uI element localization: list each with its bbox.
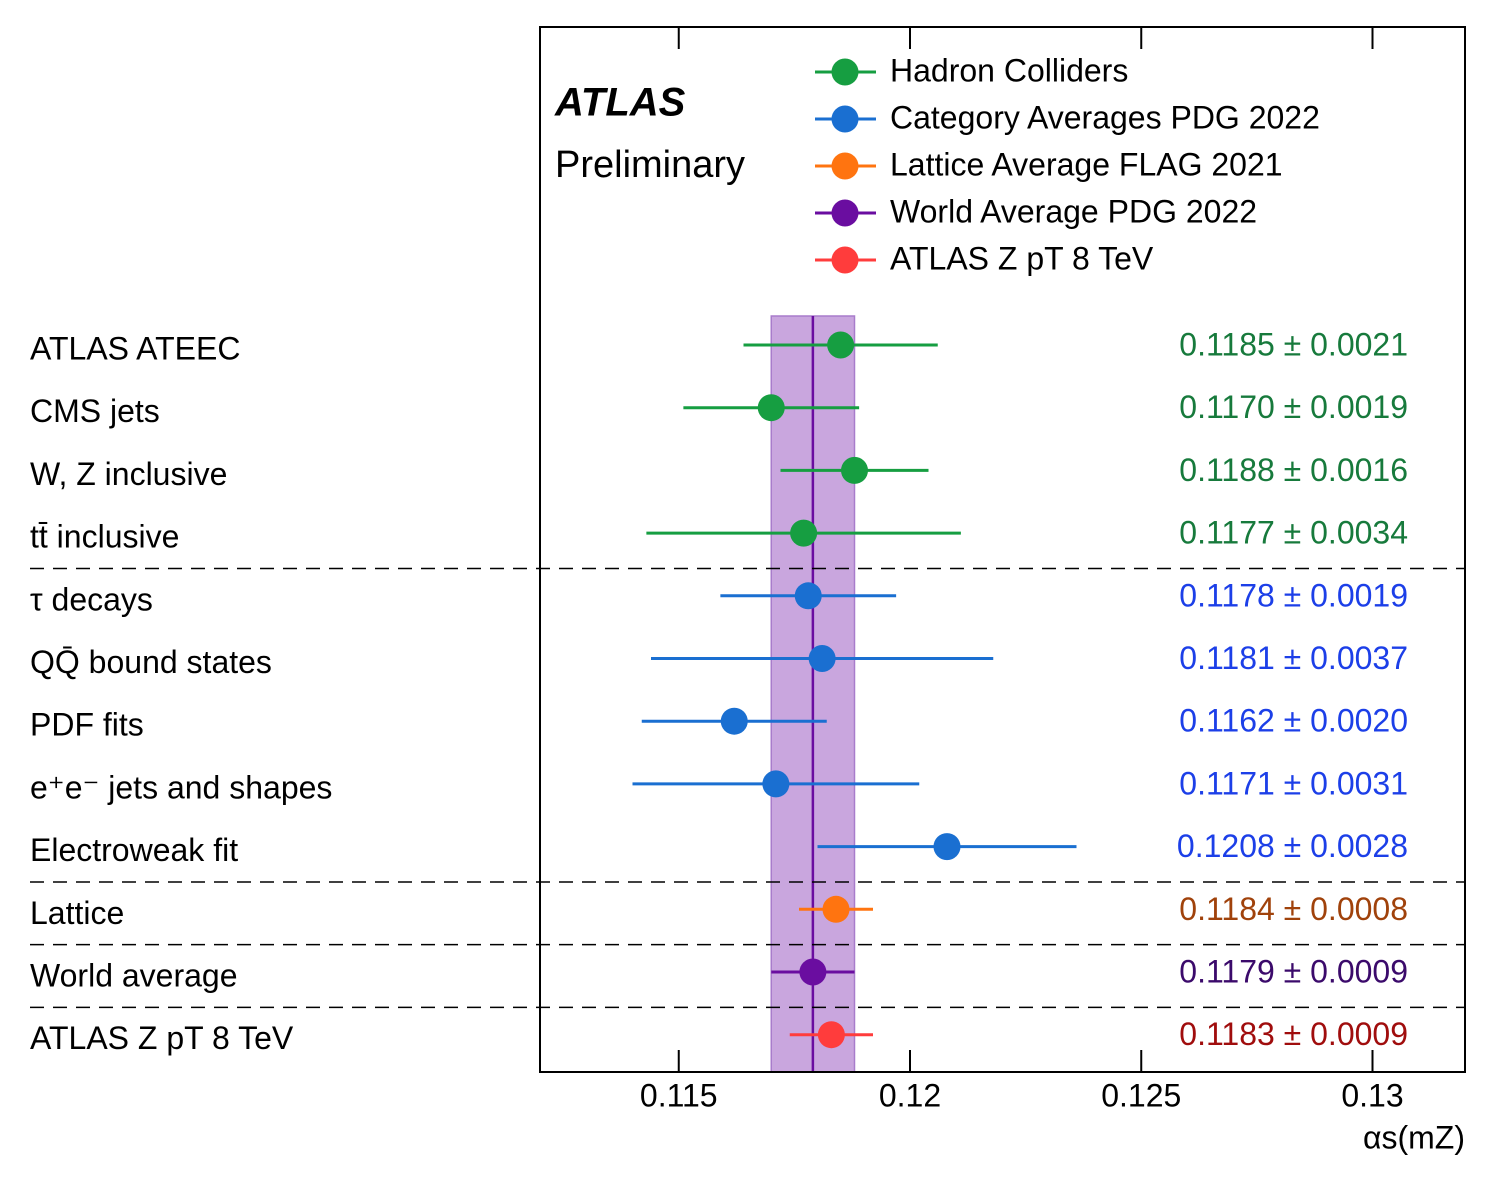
point xyxy=(822,895,850,923)
subtitle: Preliminary xyxy=(555,144,745,186)
point xyxy=(757,394,785,422)
brand: ATLAS xyxy=(554,81,686,125)
x-axis-label: αs(mZ) xyxy=(1363,1119,1465,1155)
category-label: W, Z inclusive xyxy=(30,456,227,492)
legend-label: Category Averages PDG 2022 xyxy=(890,99,1320,135)
value-label: 0.1170 ± 0.0019 xyxy=(1179,389,1408,425)
point xyxy=(790,519,818,547)
point xyxy=(762,770,790,798)
legend-marker xyxy=(831,199,859,227)
category-label: e⁺e⁻ jets and shapes xyxy=(30,769,332,805)
value-label: 0.1177 ± 0.0034 xyxy=(1179,515,1408,551)
category-label: Electroweak fit xyxy=(30,832,238,868)
point xyxy=(817,1021,845,1049)
category-label: τ decays xyxy=(30,581,153,617)
x-tick-label: 0.125 xyxy=(1101,1077,1181,1113)
x-tick-label: 0.12 xyxy=(879,1077,941,1113)
legend-marker xyxy=(831,246,859,274)
category-label: CMS jets xyxy=(30,393,160,429)
legend-label: ATLAS Z pT 8 TeV xyxy=(890,240,1154,276)
x-tick-label: 0.13 xyxy=(1341,1077,1403,1113)
legend-label: World Average PDG 2022 xyxy=(890,193,1257,229)
category-label: QQ̄ bound states xyxy=(30,644,272,680)
category-label: ATLAS Z pT 8 TeV xyxy=(30,1020,294,1056)
value-label: 0.1181 ± 0.0037 xyxy=(1179,640,1408,676)
category-label: PDF fits xyxy=(30,707,144,743)
legend-marker xyxy=(831,58,859,86)
legend-label: Lattice Average FLAG 2021 xyxy=(890,146,1283,182)
value-label: 0.1185 ± 0.0021 xyxy=(1179,326,1408,362)
point xyxy=(794,582,822,610)
value-label: 0.1184 ± 0.0008 xyxy=(1179,891,1408,927)
value-label: 0.1171 ± 0.0031 xyxy=(1179,765,1408,801)
value-label: 0.1183 ± 0.0009 xyxy=(1179,1016,1408,1052)
category-label: ATLAS ATEEC xyxy=(30,330,240,366)
legend-label: Hadron Colliders xyxy=(890,52,1128,88)
legend-marker xyxy=(831,152,859,180)
legend-marker xyxy=(831,105,859,133)
value-label: 0.1162 ± 0.0020 xyxy=(1179,703,1408,739)
value-label: 0.1178 ± 0.0019 xyxy=(1179,577,1408,613)
plot-frame xyxy=(539,26,1466,1073)
point xyxy=(933,833,961,861)
category-label: tt̄ inclusive xyxy=(30,519,179,555)
point xyxy=(720,707,748,735)
value-label: 0.1179 ± 0.0009 xyxy=(1179,953,1408,989)
point xyxy=(808,645,836,672)
point xyxy=(827,331,855,359)
x-tick-label: 0.115 xyxy=(640,1077,718,1113)
value-label: 0.1208 ± 0.0028 xyxy=(1177,828,1408,864)
category-label: World average xyxy=(30,957,238,993)
category-label: Lattice xyxy=(30,895,124,931)
value-label: 0.1188 ± 0.0016 xyxy=(1179,452,1408,488)
point xyxy=(841,456,868,484)
point xyxy=(799,958,827,986)
